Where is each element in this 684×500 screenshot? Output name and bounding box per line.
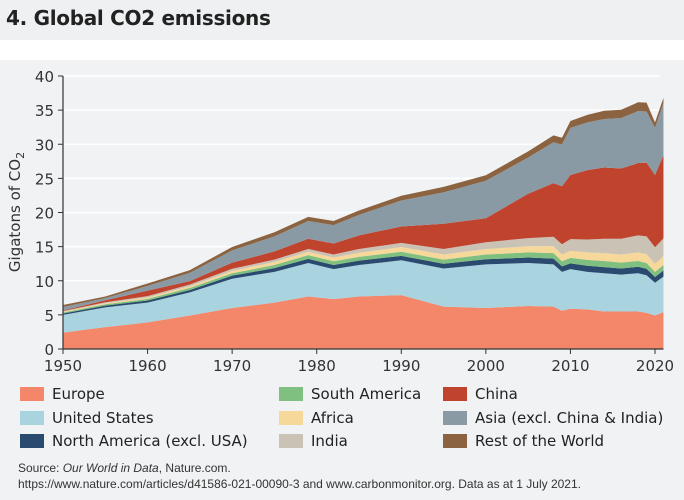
legend-swatch (443, 411, 467, 425)
legend-swatch (279, 434, 303, 448)
legend-label: Asia (excl. China & India) (475, 409, 664, 427)
legend-item: China (443, 385, 518, 403)
legend-item: United States (20, 409, 154, 427)
legend-item: North America (excl. USA) (20, 432, 248, 450)
legend-label: Africa (311, 409, 354, 427)
area-europe (63, 295, 664, 349)
area-rest-of-the-world (63, 97, 664, 308)
x-tick-label: 2000 (467, 357, 505, 375)
area-asia-excl-china-india (63, 103, 664, 311)
area-united-states (63, 260, 664, 333)
legend-item: India (279, 432, 348, 450)
legend-label: India (311, 432, 348, 450)
legend-item: Africa (279, 409, 354, 427)
x-tick-label: 2020 (636, 357, 674, 375)
source-prefix: Source: (18, 461, 63, 475)
y-tick-label: 20 (35, 205, 54, 223)
y-tick-label: 5 (44, 307, 54, 325)
legend-label: Rest of the World (475, 432, 605, 450)
y-tick-label: 0 (44, 341, 54, 359)
legend-swatch (20, 411, 44, 425)
legend-label: North America (excl. USA) (52, 432, 248, 450)
legend-item: South America (279, 385, 421, 403)
legend-label: South America (311, 385, 422, 403)
y-tick-label: 35 (35, 102, 54, 120)
legend-swatch (279, 411, 303, 425)
legend-item: Europe (20, 385, 105, 403)
legend-label: United States (52, 409, 154, 427)
legend-label: China (475, 385, 518, 403)
area-india (63, 235, 664, 312)
x-tick-label: 1950 (44, 357, 82, 375)
y-axis-label-subscript: 2 (14, 152, 27, 159)
legend-swatch (443, 434, 467, 448)
source-line-2: https://www.nature.com/articles/d41586-0… (18, 477, 581, 491)
x-tick-label: 1960 (128, 357, 166, 375)
legend-item: Asia (excl. China & India) (443, 409, 663, 427)
y-axis-label: Gigatons of CO2 (6, 152, 27, 272)
source-line-1: Source: Our World in Data, Nature.com. (18, 461, 231, 475)
y-tick-label: 40 (35, 68, 54, 86)
legend-item: Rest of the World (443, 432, 604, 450)
legend-swatch (279, 387, 303, 401)
y-tick-label: 15 (35, 239, 54, 257)
legend-swatch (20, 434, 44, 448)
x-tick-label: 1980 (298, 357, 336, 375)
legend-swatch (443, 387, 467, 401)
x-tick-label: 2010 (551, 357, 589, 375)
x-tick-label: 1990 (382, 357, 420, 375)
title-bar: 4. Global CO2 emissions (0, 0, 684, 40)
area-china (63, 155, 664, 312)
y-tick-label: 25 (35, 170, 54, 188)
chart-title: 4. Global CO2 emissions (6, 6, 271, 30)
y-tick-label: 30 (35, 136, 54, 154)
source-suffix: , Nature.com. (158, 461, 231, 475)
stacked-area-chart: 0 5 10 15 20 25 30 35 40 1950 1960 1970 1980 1990 2000… (6, 68, 674, 375)
x-tick-label: 1970 (213, 357, 251, 375)
legend-swatch (20, 387, 44, 401)
source-italic: Our World in Data (62, 461, 159, 475)
y-axis-label-text: Gigatons of CO (6, 159, 24, 272)
y-tick-label: 10 (35, 273, 54, 291)
legend-label: Europe (52, 385, 105, 403)
